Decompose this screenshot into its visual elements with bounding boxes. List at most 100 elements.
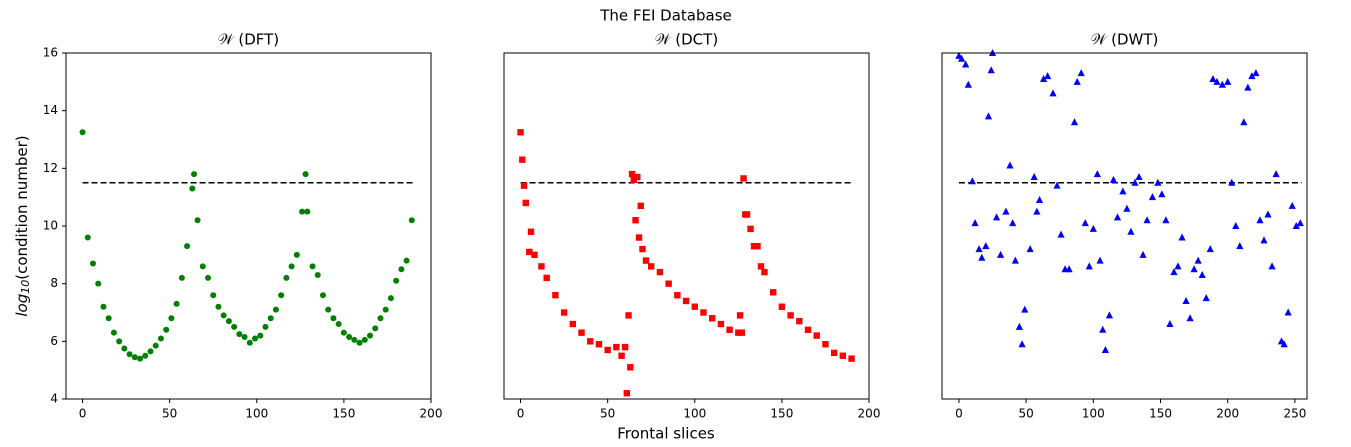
- point: [210, 292, 217, 299]
- point: [1244, 83, 1252, 91]
- x-tick-label: 100: [1082, 407, 1105, 421]
- point: [1288, 201, 1296, 209]
- x-tick-label: 250: [1283, 407, 1306, 421]
- point: [1248, 72, 1256, 80]
- point: [830, 349, 838, 357]
- point: [1131, 178, 1139, 186]
- x-tick-label: 100: [245, 407, 268, 421]
- point: [1236, 242, 1244, 250]
- x-tick-label: 150: [332, 407, 355, 421]
- point: [1209, 74, 1217, 82]
- x-tick-label: 200: [1216, 407, 1239, 421]
- point: [314, 272, 321, 279]
- point: [194, 217, 201, 224]
- axes-frame: [941, 52, 1308, 400]
- point: [569, 320, 577, 328]
- point: [984, 112, 993, 120]
- point: [543, 274, 550, 282]
- x-tick-label: 0: [955, 407, 963, 421]
- point: [1018, 340, 1026, 348]
- point: [1256, 216, 1264, 224]
- point: [1232, 222, 1240, 229]
- point: [578, 329, 585, 336]
- point: [1186, 314, 1194, 322]
- point: [848, 355, 855, 362]
- point: [382, 306, 389, 313]
- point: [996, 250, 1005, 258]
- point: [105, 315, 112, 322]
- point: [246, 339, 253, 346]
- point: [625, 312, 632, 319]
- point: [978, 253, 986, 261]
- point: [272, 306, 279, 313]
- y-tick-label: 16: [43, 46, 58, 60]
- point: [262, 323, 269, 330]
- x-axis-label: Frontal slices: [617, 425, 715, 443]
- point: [142, 352, 149, 359]
- point: [958, 54, 966, 62]
- point: [1284, 308, 1292, 316]
- point: [152, 342, 159, 349]
- point: [361, 336, 368, 343]
- point: [408, 217, 415, 224]
- point: [992, 213, 1001, 221]
- y-label-base: log: [13, 294, 31, 317]
- point: [1070, 118, 1079, 126]
- point: [1224, 77, 1232, 85]
- point: [962, 60, 970, 68]
- point: [618, 352, 625, 359]
- point: [1198, 271, 1206, 279]
- point: [1154, 178, 1162, 186]
- point: [330, 315, 337, 322]
- point: [648, 263, 655, 270]
- point: [1035, 196, 1044, 204]
- point: [387, 295, 394, 302]
- point: [552, 292, 559, 299]
- point: [1190, 265, 1198, 273]
- point: [346, 334, 353, 341]
- point: [367, 332, 374, 339]
- point: [241, 334, 248, 341]
- point: [204, 274, 211, 281]
- point: [304, 208, 311, 215]
- axes-frame: [503, 52, 870, 400]
- point: [526, 248, 533, 256]
- point: [100, 303, 107, 310]
- point: [682, 297, 690, 305]
- point: [750, 242, 758, 250]
- point: [538, 263, 545, 270]
- point: [189, 185, 196, 192]
- point: [623, 390, 631, 397]
- y-label-sub: 10: [19, 280, 32, 294]
- point: [1240, 118, 1248, 126]
- point: [1015, 322, 1024, 330]
- y-tick-label: 6: [50, 334, 58, 348]
- subplot-title: 𝒲 (DCT): [655, 31, 718, 49]
- point: [691, 303, 698, 310]
- point: [1213, 77, 1221, 85]
- point: [335, 321, 342, 328]
- point: [302, 171, 309, 178]
- point: [839, 352, 847, 359]
- point: [191, 171, 198, 178]
- x-tick-label: 200: [420, 407, 443, 421]
- point: [735, 329, 742, 336]
- point: [236, 331, 243, 338]
- y-tick-label: 12: [43, 161, 58, 175]
- point: [231, 323, 238, 330]
- point: [163, 326, 170, 333]
- point: [1194, 256, 1202, 264]
- point: [1162, 216, 1170, 224]
- point: [147, 348, 154, 355]
- point: [377, 315, 384, 322]
- point: [1119, 187, 1127, 195]
- point: [1002, 207, 1010, 215]
- point: [1296, 219, 1304, 227]
- y-tick-label: 4: [50, 392, 58, 406]
- point: [283, 274, 290, 281]
- x-tick-label: 0: [517, 407, 525, 421]
- point: [403, 257, 410, 264]
- point: [738, 329, 746, 336]
- x-tick-label: 50: [1018, 407, 1033, 421]
- point: [1272, 170, 1280, 178]
